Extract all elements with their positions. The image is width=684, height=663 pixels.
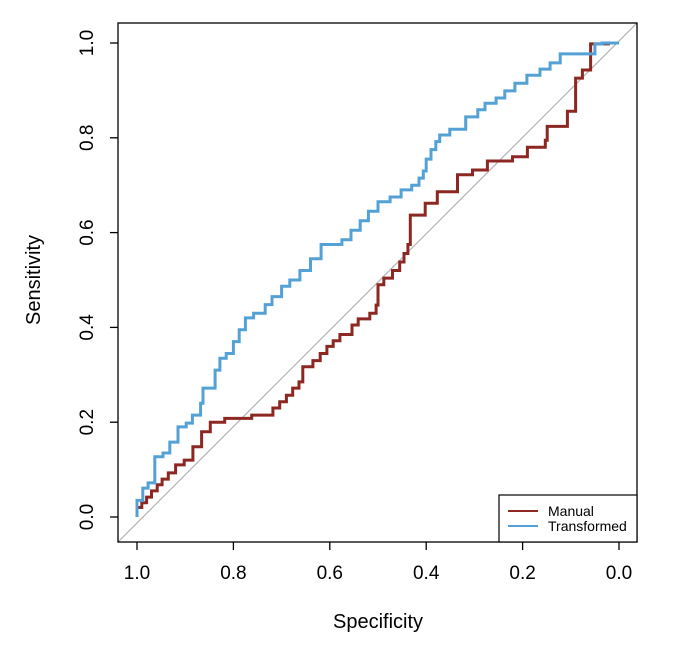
x-tick-label: 0.2	[509, 563, 535, 584]
x-axis: 1.0 0.8 0.6 0.4 0.2 0.0 Specificity	[124, 542, 632, 633]
y-tick-label: 0.0	[77, 504, 98, 530]
transformed-roc-curve	[135, 41, 619, 517]
x-axis-ticks: 1.0 0.8 0.6 0.4 0.2 0.0	[124, 542, 632, 584]
x-tick-label: 0.8	[220, 563, 246, 584]
legend-label-transformed: Transformed	[548, 518, 627, 534]
legend-box	[498, 494, 638, 543]
y-tick-label: 0.2	[77, 409, 98, 435]
y-axis: 0.0 0.2 0.4 0.6 0.8 1.0 Sensitivity	[23, 30, 118, 530]
y-axis-ticks: 0.0 0.2 0.4 0.6 0.8 1.0	[77, 30, 118, 530]
chance-diagonal-line	[117, 22, 638, 543]
legend: Manual Transformed	[498, 494, 638, 543]
y-tick-label: 0.4	[77, 314, 98, 341]
plot-box	[117, 22, 638, 543]
x-axis-title: Specificity	[333, 611, 423, 633]
manual-roc-curve	[135, 41, 619, 517]
y-tick-label: 0.6	[77, 219, 98, 245]
x-tick-label: 0.0	[606, 563, 632, 584]
y-tick-label: 1.0	[77, 30, 98, 56]
x-tick-label: 0.4	[413, 563, 440, 584]
x-tick-label: 1.0	[124, 563, 150, 584]
x-tick-label: 0.6	[317, 563, 343, 584]
legend-label-manual: Manual	[548, 503, 594, 519]
y-axis-title: Sensitivity	[23, 235, 45, 325]
y-tick-label: 0.8	[77, 125, 98, 151]
